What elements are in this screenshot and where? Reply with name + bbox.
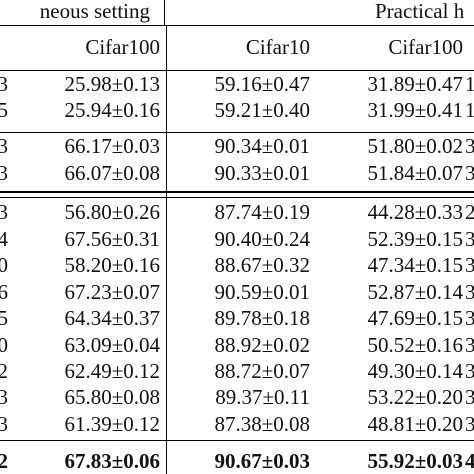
table-cell: 67.56±0.31 xyxy=(64,227,160,251)
table-cell: 88.92±0.02 xyxy=(214,333,310,357)
table-cell: 62.49±0.12 xyxy=(64,359,160,383)
table-cell: 59.21±0.40 xyxy=(214,98,310,122)
table-cell: 47.69±0.15 xyxy=(367,306,463,330)
table-cell-best: 2 xyxy=(0,449,8,473)
table-cell: 3 xyxy=(465,359,474,383)
column-divider xyxy=(166,26,167,474)
table-cell: 3 xyxy=(465,253,474,277)
table-cell: 53.22±0.20 xyxy=(367,385,463,409)
table-cell: 90.33±0.01 xyxy=(214,161,310,185)
table-cell-best: 67.83±0.06 xyxy=(64,449,160,473)
table-cell: 47.34±0.15 xyxy=(367,253,463,277)
table-cell: 66.17±0.03 xyxy=(64,134,160,158)
table-cell: 56.80±0.26 xyxy=(64,200,160,224)
table-cell: 50.52±0.16 xyxy=(367,333,463,357)
table-cell: 87.38±0.08 xyxy=(214,412,310,436)
table-cell: 3 xyxy=(465,134,474,158)
table-cell: 3 xyxy=(465,161,474,185)
table-cell-best: 55.92±0.03 xyxy=(367,449,463,473)
table-cell: 65.80±0.08 xyxy=(64,385,160,409)
table-cell: 3 xyxy=(465,412,474,436)
table-cell: 49.30±0.14 xyxy=(367,359,463,383)
table-cell: 3 xyxy=(465,306,474,330)
table-cell: 3 xyxy=(0,412,8,436)
table-cell: 3 xyxy=(465,227,474,251)
table-cell: 4 xyxy=(0,227,8,251)
table-cell: 90.59±0.01 xyxy=(214,280,310,304)
table-cell: 88.72±0.07 xyxy=(214,359,310,383)
table-cell: 0 xyxy=(0,333,8,357)
table-cell: 5 xyxy=(0,98,8,122)
group-header-left: neous setting xyxy=(39,0,150,23)
table-cell: 64.34±0.37 xyxy=(64,306,160,330)
table-cell: 59.16±0.47 xyxy=(214,72,310,96)
table-cell: 3 xyxy=(0,72,8,96)
table-cell: 52.87±0.14 xyxy=(367,280,463,304)
table-cell: 58.20±0.16 xyxy=(64,253,160,277)
table-cell: 88.67±0.32 xyxy=(214,253,310,277)
group-header-right: Practical h xyxy=(375,0,465,23)
header-rule xyxy=(0,25,474,26)
column-header-cifar100-practical: Cifar100 xyxy=(388,35,463,59)
section-rule xyxy=(0,440,474,441)
table-cell: 89.37±0.11 xyxy=(215,385,310,409)
table-cell: 5 xyxy=(0,306,8,330)
table-cell: 51.84±0.07 xyxy=(367,161,463,185)
table-cell: 3 xyxy=(0,385,8,409)
table-cell: 44.28±0.33 xyxy=(367,200,463,224)
table-cell: 3 xyxy=(465,333,474,357)
table-cell: 6 xyxy=(0,280,8,304)
table-cell: 1 xyxy=(465,98,474,122)
table-cell: 25.98±0.13 xyxy=(64,72,160,96)
column-header-cifar10: Cifar10 xyxy=(245,35,310,59)
column-header-rule xyxy=(0,70,474,71)
table-cell: 3 xyxy=(0,161,8,185)
table-cell: 90.34±0.01 xyxy=(214,134,310,158)
table-cell: 3 xyxy=(465,385,474,409)
table-cell: 67.23±0.07 xyxy=(64,280,160,304)
table-cell: 51.80±0.02 xyxy=(367,134,463,158)
table-cell: 3 xyxy=(0,134,8,158)
table-cell: 2 xyxy=(465,200,474,224)
table-cell-best: 4 xyxy=(465,449,474,473)
table-cell: 66.07±0.08 xyxy=(64,161,160,185)
section-rule xyxy=(0,191,474,193)
table-cell: 3 xyxy=(0,200,8,224)
table-cell: 89.78±0.18 xyxy=(214,306,310,330)
column-divider xyxy=(164,0,165,25)
section-rule xyxy=(0,132,474,133)
table-cell: 3 xyxy=(465,280,474,304)
table-cell: 1 xyxy=(465,72,474,96)
table-cell: 2 xyxy=(0,359,8,383)
section-rule xyxy=(0,197,474,198)
table-cell: 52.39±0.15 xyxy=(367,227,463,251)
table-cell: 87.74±0.19 xyxy=(214,200,310,224)
table-cell: 31.89±0.47 xyxy=(367,72,463,96)
table-cell: 31.99±0.41 xyxy=(367,98,463,122)
table-cell: 63.09±0.04 xyxy=(64,333,160,357)
table-cell: 25.94±0.16 xyxy=(64,98,160,122)
table-cell: 0 xyxy=(0,253,8,277)
column-header-cifar100: Cifar100 xyxy=(85,35,160,59)
table-cell: 61.39±0.12 xyxy=(64,412,160,436)
table-cell-best: 90.67±0.03 xyxy=(214,449,310,473)
table-cell: 48.81±0.20 xyxy=(367,412,463,436)
table-cell: 90.40±0.24 xyxy=(214,227,310,251)
